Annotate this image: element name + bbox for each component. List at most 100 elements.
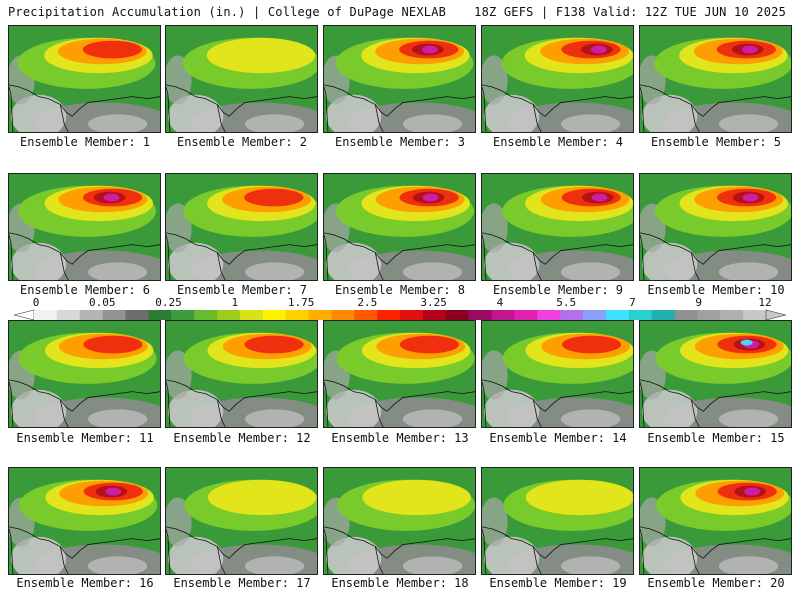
state-border: [166, 86, 226, 132]
ensemble-member-label: Ensemble Member: 3: [334, 135, 466, 149]
precip-field: [324, 174, 475, 280]
ensemble-member-map: [481, 173, 634, 281]
colorbar-swatch: [720, 310, 744, 320]
dry-area: [483, 536, 540, 574]
state-border: [640, 232, 791, 265]
precip-field: [324, 468, 475, 574]
colorbar-tick-label: 1: [231, 296, 239, 309]
ensemble-member-label: Ensemble Member: 18: [331, 576, 469, 590]
dry-area: [482, 497, 508, 547]
precip-field: [166, 468, 317, 574]
state-border: [166, 528, 226, 574]
colorbar-swatch: [468, 310, 492, 320]
dry-area: [560, 556, 621, 574]
dry-area: [325, 389, 382, 427]
state-border: [482, 526, 633, 559]
precip-extreme: [742, 193, 759, 202]
precip-very-heavy: [244, 335, 304, 354]
dry-area: [641, 389, 698, 427]
precip-extreme: [421, 45, 438, 54]
colorbar-tick-label: 7: [629, 296, 636, 309]
precip-very-heavy: [82, 40, 142, 59]
colorbar-swatch: [148, 310, 172, 320]
precip-very-heavy: [83, 335, 143, 354]
ensemble-member-label: Ensemble Member: 9: [492, 283, 624, 297]
state-border: [640, 526, 791, 559]
ensemble-member-label: Ensemble Member: 8: [334, 283, 466, 297]
colorbar-tick-label: 2.5: [357, 296, 378, 309]
state-border: [482, 84, 633, 117]
ensemble-member-label: Ensemble Member: 10: [647, 283, 785, 297]
state-border: [324, 86, 384, 132]
colorbar-swatch: [377, 310, 401, 320]
precip-field: [166, 26, 317, 132]
colorbar-tick-label: 12: [758, 296, 772, 309]
colorbar-swatch: [102, 310, 126, 320]
ensemble-member-label: Ensemble Member: 19: [489, 576, 627, 590]
precip-very-heavy: [399, 335, 460, 354]
colorbar-swatch: [605, 310, 630, 320]
ensemble-member-label: Ensemble Member: 15: [647, 431, 785, 445]
colorbar-swatch: [194, 310, 218, 320]
colorbar-tick-label: 5.5: [556, 296, 577, 309]
ensemble-member-map: [165, 320, 318, 428]
dry-area: [718, 262, 779, 280]
state-border: [166, 381, 226, 427]
precip-moderate: [206, 37, 316, 74]
state-border: [640, 86, 700, 132]
run-valid-time: 18Z GEFS | F138 Valid: 12Z TUE JUN 10 20…: [474, 5, 786, 19]
ensemble-member-map: [639, 173, 792, 281]
colorbar-swatch: [56, 310, 81, 320]
ensemble-member-label: Ensemble Member: 11: [16, 431, 154, 445]
state-border: [9, 379, 160, 412]
precip-field: [9, 26, 160, 132]
ensemble-member-map: [323, 467, 476, 575]
precip-extreme: [422, 193, 439, 202]
precip-field: [482, 26, 633, 132]
state-border: [9, 528, 69, 574]
dry-area: [718, 114, 779, 132]
dry-area: [244, 409, 305, 427]
colorbar-max-arrow: [765, 309, 787, 321]
ensemble-member-label: Ensemble Member: 12: [173, 431, 311, 445]
precip-field: [324, 321, 475, 427]
state-border: [482, 381, 542, 427]
precip-extreme: [590, 45, 607, 54]
colorbar-swatch: [514, 310, 538, 320]
dry-area: [325, 242, 382, 280]
colorbar-swatch: [491, 310, 515, 320]
colorbar-tick-label: 0.25: [155, 296, 182, 309]
state-border: [324, 379, 475, 412]
colorbar-swatch: [331, 310, 355, 320]
colorbar-swatch: [697, 310, 721, 320]
state-border: [482, 379, 633, 412]
dry-area: [402, 262, 463, 280]
colorbar-swatch: [743, 310, 767, 320]
dry-area: [10, 536, 67, 574]
dry-area: [402, 114, 463, 132]
dry-area: [166, 497, 192, 547]
dry-area: [167, 389, 224, 427]
state-border: [640, 528, 700, 574]
dry-area: [87, 556, 148, 574]
precip-extreme: [744, 487, 761, 496]
precip-field: [324, 26, 475, 132]
state-border: [9, 526, 160, 559]
precip-field: [640, 321, 791, 427]
state-border: [324, 526, 475, 559]
precip-field: [482, 468, 633, 574]
colorbar-tick-label: 0: [32, 296, 40, 309]
ensemble-member-map: [639, 25, 792, 133]
state-border: [9, 86, 69, 132]
colorbar-swatch: [400, 310, 424, 320]
dry-area: [483, 94, 540, 132]
ensemble-member-map: [481, 320, 634, 428]
colorbar-tick-label: 1.75: [287, 296, 315, 309]
colorbar-swatch: [308, 310, 332, 320]
ensemble-member-label: Ensemble Member: 4: [492, 135, 624, 149]
state-border: [640, 234, 700, 280]
dry-area: [167, 536, 224, 574]
dry-area: [641, 242, 698, 280]
colorbar-svg: [13, 309, 787, 321]
precip-max: [740, 339, 753, 346]
